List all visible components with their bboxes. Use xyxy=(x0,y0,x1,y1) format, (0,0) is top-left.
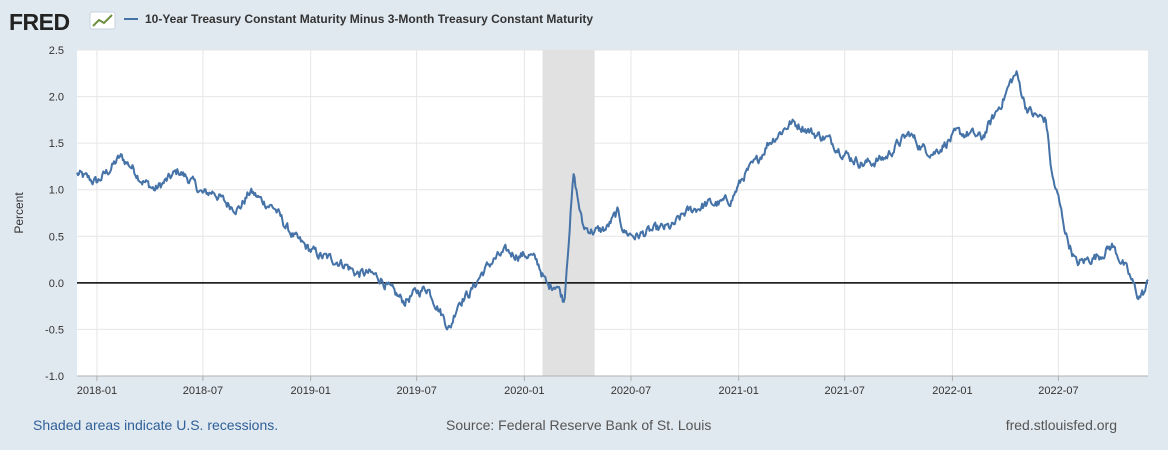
x-tick-label: 2020-07 xyxy=(611,385,651,397)
fred-logo-text: FRED xyxy=(9,9,70,35)
y-tick-label: 1.5 xyxy=(49,138,64,150)
y-axis: -1.0 -0.5 0.0 0.5 1.0 1.5 2.0 2.5 xyxy=(45,45,64,383)
x-tick-label: 2021-07 xyxy=(824,385,864,397)
y-tick-label: 1.0 xyxy=(49,185,64,197)
series-line xyxy=(76,70,1149,331)
x-tick-label: 2021-01 xyxy=(719,385,759,397)
plot-area xyxy=(77,50,1148,376)
x-tick-label: 2019-01 xyxy=(290,385,330,397)
x-tick-label: 2022-07 xyxy=(1038,385,1078,397)
x-tick-label: 2020-01 xyxy=(504,385,544,397)
x-tick-label: 2018-07 xyxy=(183,385,223,397)
chart: FRED 10-Year Treasury Constant Maturity … xyxy=(9,9,1149,397)
y-tick-label: 0.5 xyxy=(49,231,64,243)
legend: 10-Year Treasury Constant Maturity Minus… xyxy=(124,12,593,26)
y-tick-label: -0.5 xyxy=(45,324,64,336)
trend-graph-icon xyxy=(89,11,116,30)
site-link[interactable]: fred.stlouisfed.org xyxy=(1005,417,1117,433)
legend-series-label: 10-Year Treasury Constant Maturity Minus… xyxy=(145,12,593,26)
y-tick-label: 2.5 xyxy=(49,45,64,57)
recession-band-0 xyxy=(542,50,595,376)
y-tick-label: 0.0 xyxy=(49,278,64,290)
source-note: Source: Federal Reserve Bank of St. Loui… xyxy=(446,417,712,433)
y-tick-label: -1.0 xyxy=(45,371,64,383)
recession-note: Shaded areas indicate U.S. recessions. xyxy=(33,417,279,433)
x-tick-label: 2022-01 xyxy=(932,385,972,397)
x-axis: 2018-01 2018-07 2019-01 2019-07 2020-01 2020-… xyxy=(77,376,1079,397)
x-tick-label: 2019-07 xyxy=(396,385,436,397)
x-tick-label: 2018-01 xyxy=(77,385,117,397)
recession-shading xyxy=(542,50,595,376)
y-axis-label: Percent xyxy=(12,192,26,234)
fred-logo[interactable]: FRED xyxy=(9,9,116,35)
y-tick-label: 2.0 xyxy=(49,92,64,104)
